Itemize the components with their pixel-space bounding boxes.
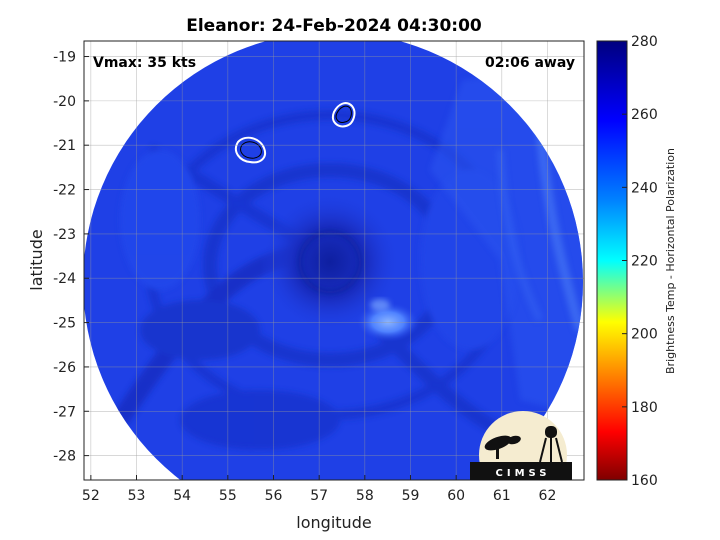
- y-tick-label: -27: [53, 404, 76, 420]
- y-axis-label: latitude: [27, 229, 46, 290]
- y-axis-ticks: -19 -20 -21 -22 -23 -24 -25 -26 -27 -28: [53, 50, 89, 465]
- vmax-annotation: Vmax: 35 kts: [93, 55, 196, 71]
- x-tick-label: 62: [539, 488, 557, 504]
- y-tick-label: -23: [53, 227, 76, 243]
- plot-title: Eleanor: 24-Feb-2024 04:30:00: [186, 16, 482, 36]
- x-axis-label: longitude: [296, 513, 371, 532]
- colorbar-ticks: 160 180 200 220 240 260 280: [622, 34, 658, 489]
- plot-frame: [83, 40, 585, 481]
- colorbar-tick-label: 180: [631, 400, 658, 416]
- warm-patch: [356, 302, 420, 342]
- y-tick-label: -28: [53, 449, 76, 465]
- gridlines: [84, 41, 584, 480]
- y-tick-label: -21: [53, 138, 76, 154]
- colorbar-tick-label: 240: [631, 180, 658, 196]
- y-tick-label: -26: [53, 360, 76, 376]
- cimss-logo: CIMSS: [470, 411, 572, 480]
- x-tick-label: 53: [128, 488, 146, 504]
- y-tick-label: -24: [53, 271, 76, 287]
- colorbar-tick-label: 260: [631, 107, 658, 123]
- x-tick-label: 52: [82, 488, 100, 504]
- x-tick-label: 61: [493, 488, 511, 504]
- x-tick-label: 57: [310, 488, 328, 504]
- y-tick-label: -22: [53, 183, 76, 199]
- x-tick-label: 54: [173, 488, 191, 504]
- colorbar-label: Brightness Temp - Horizontal Polarizatio…: [664, 148, 677, 374]
- logo-text: CIMSS: [496, 468, 551, 479]
- cold-contour-2: [332, 102, 356, 128]
- swath-image: [84, 41, 583, 480]
- y-tick-label: -20: [53, 94, 76, 110]
- colorbar-tick-label: 200: [631, 327, 658, 343]
- x-tick-label: 55: [219, 488, 237, 504]
- time-away-annotation: 02:06 away: [485, 55, 575, 71]
- colorbar-tick-label: 160: [631, 473, 658, 489]
- x-tick-label: 60: [447, 488, 465, 504]
- x-tick-label: 58: [356, 488, 374, 504]
- colorbar-tick-label: 220: [631, 254, 658, 270]
- colorbar-tick-label: 280: [631, 34, 658, 50]
- y-tick-label: -19: [53, 50, 76, 66]
- x-axis-ticks: 52 53 54 55 56 57 58 59 60 61 62: [82, 475, 556, 504]
- cold-contour-1: [234, 136, 266, 164]
- y-tick-label: -25: [53, 316, 76, 332]
- x-tick-label: 56: [265, 488, 283, 504]
- x-tick-label: 59: [402, 488, 420, 504]
